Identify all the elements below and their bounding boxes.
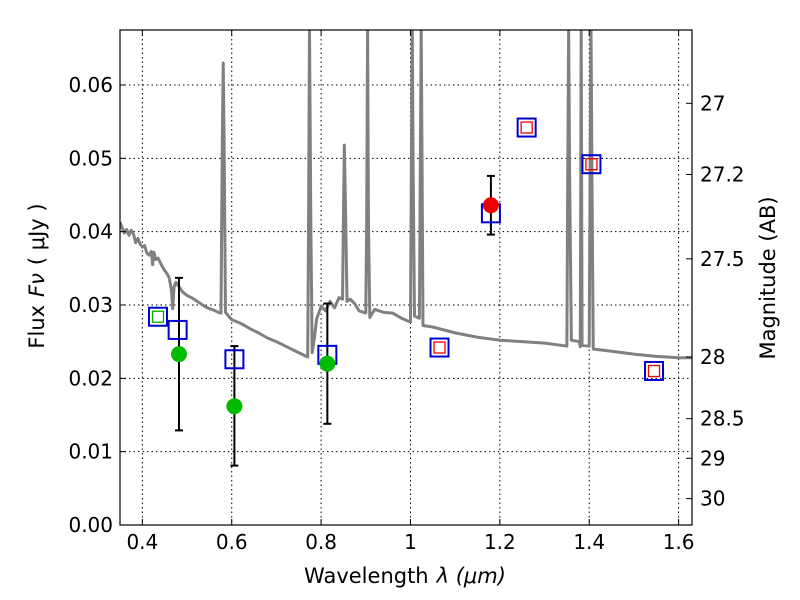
- y2-tick-label: 29: [700, 446, 725, 470]
- y2-tick-label: 28: [700, 345, 725, 369]
- y-tick-label: 0.00: [68, 513, 113, 537]
- x-tick-label: 1.6: [663, 530, 695, 554]
- plot-area: [120, 30, 692, 467]
- y2-tick-label: 27.2: [700, 162, 745, 186]
- x-axis-label: Wavelength λ (μm): [304, 564, 506, 588]
- upper-limit-square: [647, 364, 661, 378]
- y-axis-label: FluxFν( μJy ): [25, 203, 49, 348]
- detection-point: [170, 346, 187, 363]
- detection-point: [319, 355, 336, 372]
- upper-limit-square: [585, 158, 598, 171]
- upper-limit-square: [151, 310, 165, 323]
- model-photometry-square: [167, 319, 188, 340]
- model-photometry-square: [516, 117, 537, 138]
- y2-axis-label: Magnitude (AB): [756, 196, 780, 359]
- plot-frame: [119, 29, 693, 526]
- y2-tick-label: 27: [700, 91, 725, 115]
- x-tick-label: 0.6: [216, 530, 248, 554]
- model-photometry-square: [644, 361, 665, 381]
- y-tick-label: 0.04: [68, 220, 113, 244]
- y-tick-label: 0.02: [68, 366, 113, 390]
- model-photometry-square: [224, 349, 245, 370]
- x-tick-label: 1.2: [484, 530, 516, 554]
- y-tick-label: 0.01: [68, 440, 113, 464]
- y-tick-label: 0.03: [68, 293, 113, 317]
- y2-tick-label: 27.5: [700, 247, 745, 271]
- x-tick-label: 0.4: [126, 530, 158, 554]
- upper-limit-square: [520, 121, 533, 134]
- highlighted-detection-point: [482, 197, 499, 214]
- axes: 0.4 0.6 0.8 1 1.2 1.4 1.6 0.00 0.01 0.02 0.03 0.04 0…: [68, 30, 745, 554]
- y2-tick-label: 30: [700, 487, 725, 511]
- x-tick-label: 0.8: [305, 530, 337, 554]
- model-photometry-square: [581, 154, 602, 175]
- x-tick-label: 1.4: [573, 530, 605, 554]
- y2-tick-label: 28.5: [700, 407, 745, 431]
- sed-model-line: [120, 30, 692, 360]
- x-tick-label: 1: [404, 530, 417, 554]
- y-tick-label: 0.06: [68, 73, 113, 97]
- upper-limit-square: [433, 341, 446, 354]
- model-photometry-square: [147, 306, 168, 327]
- detection-point: [226, 398, 243, 415]
- model-photometry-square: [429, 337, 450, 358]
- y-tick-label: 0.05: [68, 146, 113, 170]
